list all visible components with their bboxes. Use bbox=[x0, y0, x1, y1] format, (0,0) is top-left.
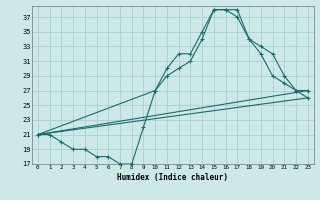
X-axis label: Humidex (Indice chaleur): Humidex (Indice chaleur) bbox=[117, 173, 228, 182]
